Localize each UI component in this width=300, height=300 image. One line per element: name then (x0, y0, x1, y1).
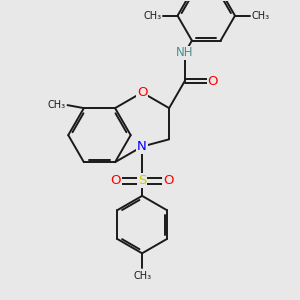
Text: O: O (208, 75, 218, 88)
Text: S: S (138, 174, 146, 188)
Text: O: O (137, 86, 147, 99)
Text: O: O (164, 174, 174, 188)
Text: N: N (137, 140, 147, 153)
Text: CH₃: CH₃ (48, 100, 66, 110)
Text: NH: NH (176, 46, 194, 59)
Text: O: O (110, 174, 121, 188)
Text: CH₃: CH₃ (143, 11, 161, 21)
Text: CH₃: CH₃ (251, 11, 269, 21)
Text: CH₃: CH₃ (133, 271, 151, 281)
